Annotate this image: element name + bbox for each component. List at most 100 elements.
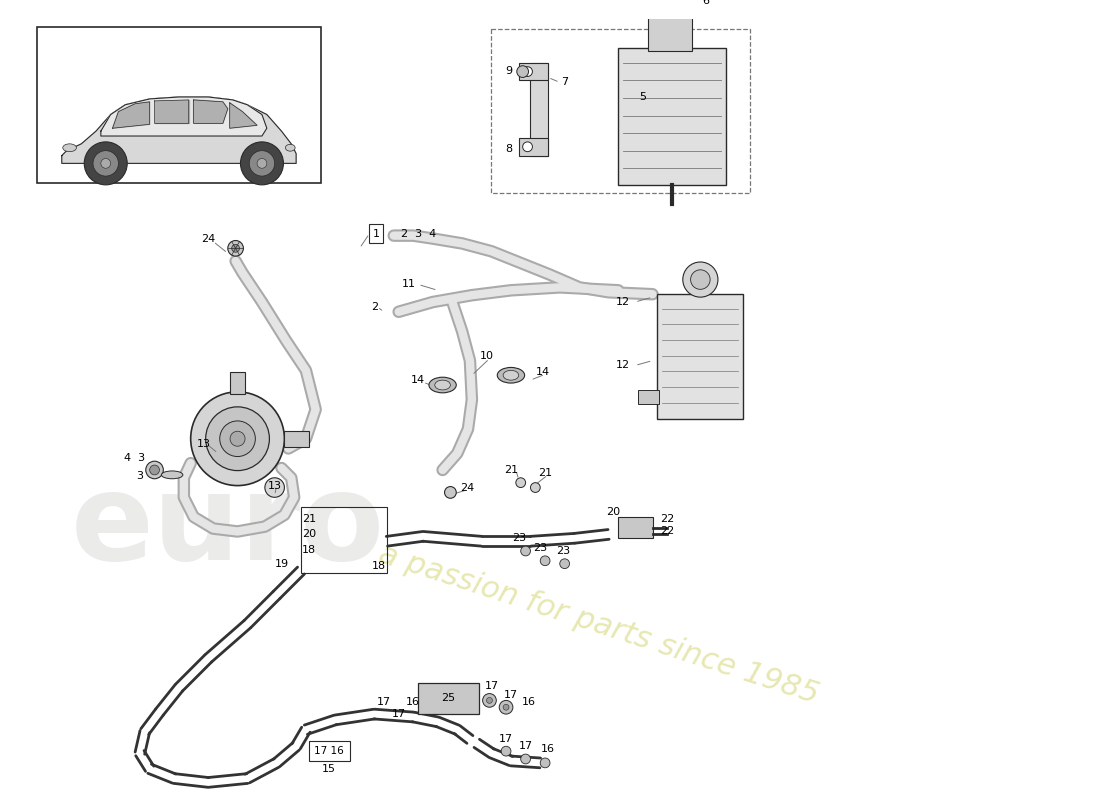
Text: 17: 17 [392,709,406,719]
Circle shape [101,158,111,168]
Circle shape [560,559,570,569]
Text: 8: 8 [505,144,513,154]
Circle shape [444,486,456,498]
Circle shape [516,478,526,487]
Circle shape [522,66,532,77]
Text: 19: 19 [274,558,288,569]
Bar [519,138,548,155]
Polygon shape [154,100,189,123]
Text: 2  3  4: 2 3 4 [400,229,436,238]
Text: 23: 23 [534,543,548,553]
Circle shape [530,482,540,493]
Text: 21: 21 [504,465,518,475]
Text: 9: 9 [505,66,513,76]
Bar [37,26,320,183]
Circle shape [232,245,240,252]
Circle shape [691,270,711,290]
Ellipse shape [162,471,183,478]
Text: 21: 21 [301,514,316,524]
Circle shape [228,241,243,256]
Text: 12: 12 [616,297,630,307]
Text: 11: 11 [402,279,416,290]
Circle shape [499,701,513,714]
Text: 12: 12 [616,361,630,370]
Bar [618,517,652,538]
Circle shape [85,142,128,185]
Text: 17: 17 [484,681,498,690]
Text: 17 16: 17 16 [315,746,344,756]
Text: 23: 23 [512,534,526,543]
Circle shape [150,465,160,475]
Bar [309,742,350,761]
Circle shape [520,546,530,556]
Ellipse shape [497,367,525,383]
Text: 18: 18 [372,561,386,570]
Ellipse shape [503,370,519,380]
Circle shape [146,461,163,478]
Bar [658,294,744,419]
Text: euro: euro [70,468,385,585]
Circle shape [230,431,245,446]
Text: 15: 15 [322,764,337,774]
Text: 24: 24 [460,482,474,493]
Text: 7: 7 [561,78,569,87]
Text: 4  3: 4 3 [124,454,145,463]
Circle shape [257,158,267,168]
Bar [230,372,245,394]
Circle shape [241,142,284,185]
Text: 10: 10 [480,350,494,361]
Circle shape [220,421,255,457]
Text: 20: 20 [301,530,316,539]
Bar [301,507,387,574]
Circle shape [483,694,496,707]
Text: 3: 3 [136,471,143,481]
Bar [492,29,750,193]
Text: 16: 16 [541,744,556,754]
Text: 6: 6 [703,0,710,6]
Text: 22: 22 [660,514,674,524]
Ellipse shape [63,144,76,152]
Text: 1: 1 [373,229,380,238]
Circle shape [540,556,550,566]
Text: 5: 5 [639,92,647,102]
Circle shape [486,698,493,703]
Circle shape [520,754,530,764]
Bar [530,62,548,155]
Text: 18: 18 [301,545,316,555]
Text: 25: 25 [441,694,455,703]
Ellipse shape [285,144,295,151]
Polygon shape [62,97,296,163]
Text: 14: 14 [411,375,426,385]
Bar [519,62,548,80]
Text: 17: 17 [518,742,532,751]
Circle shape [540,758,550,768]
Bar [370,224,383,243]
Bar [285,431,309,446]
Polygon shape [112,102,150,128]
Circle shape [94,150,119,176]
Text: 22: 22 [660,526,674,535]
Ellipse shape [434,380,450,390]
Bar [648,14,692,51]
Circle shape [522,142,532,152]
Text: 13: 13 [267,481,282,490]
Polygon shape [101,97,267,136]
Circle shape [190,392,285,486]
Circle shape [662,0,676,11]
Text: 17: 17 [499,734,513,745]
Text: 24: 24 [201,234,216,243]
Circle shape [502,746,510,756]
Bar [638,390,659,403]
Text: 17: 17 [377,698,392,707]
Text: 14: 14 [536,367,550,378]
Circle shape [265,478,285,498]
Text: 21: 21 [538,468,552,478]
Ellipse shape [429,378,456,393]
Circle shape [503,704,509,710]
Polygon shape [230,103,257,128]
Bar [418,683,478,714]
Text: 17: 17 [504,690,518,699]
Circle shape [683,262,718,297]
Text: a passion for parts since 1985: a passion for parts since 1985 [375,539,823,710]
Text: 23: 23 [556,546,570,556]
